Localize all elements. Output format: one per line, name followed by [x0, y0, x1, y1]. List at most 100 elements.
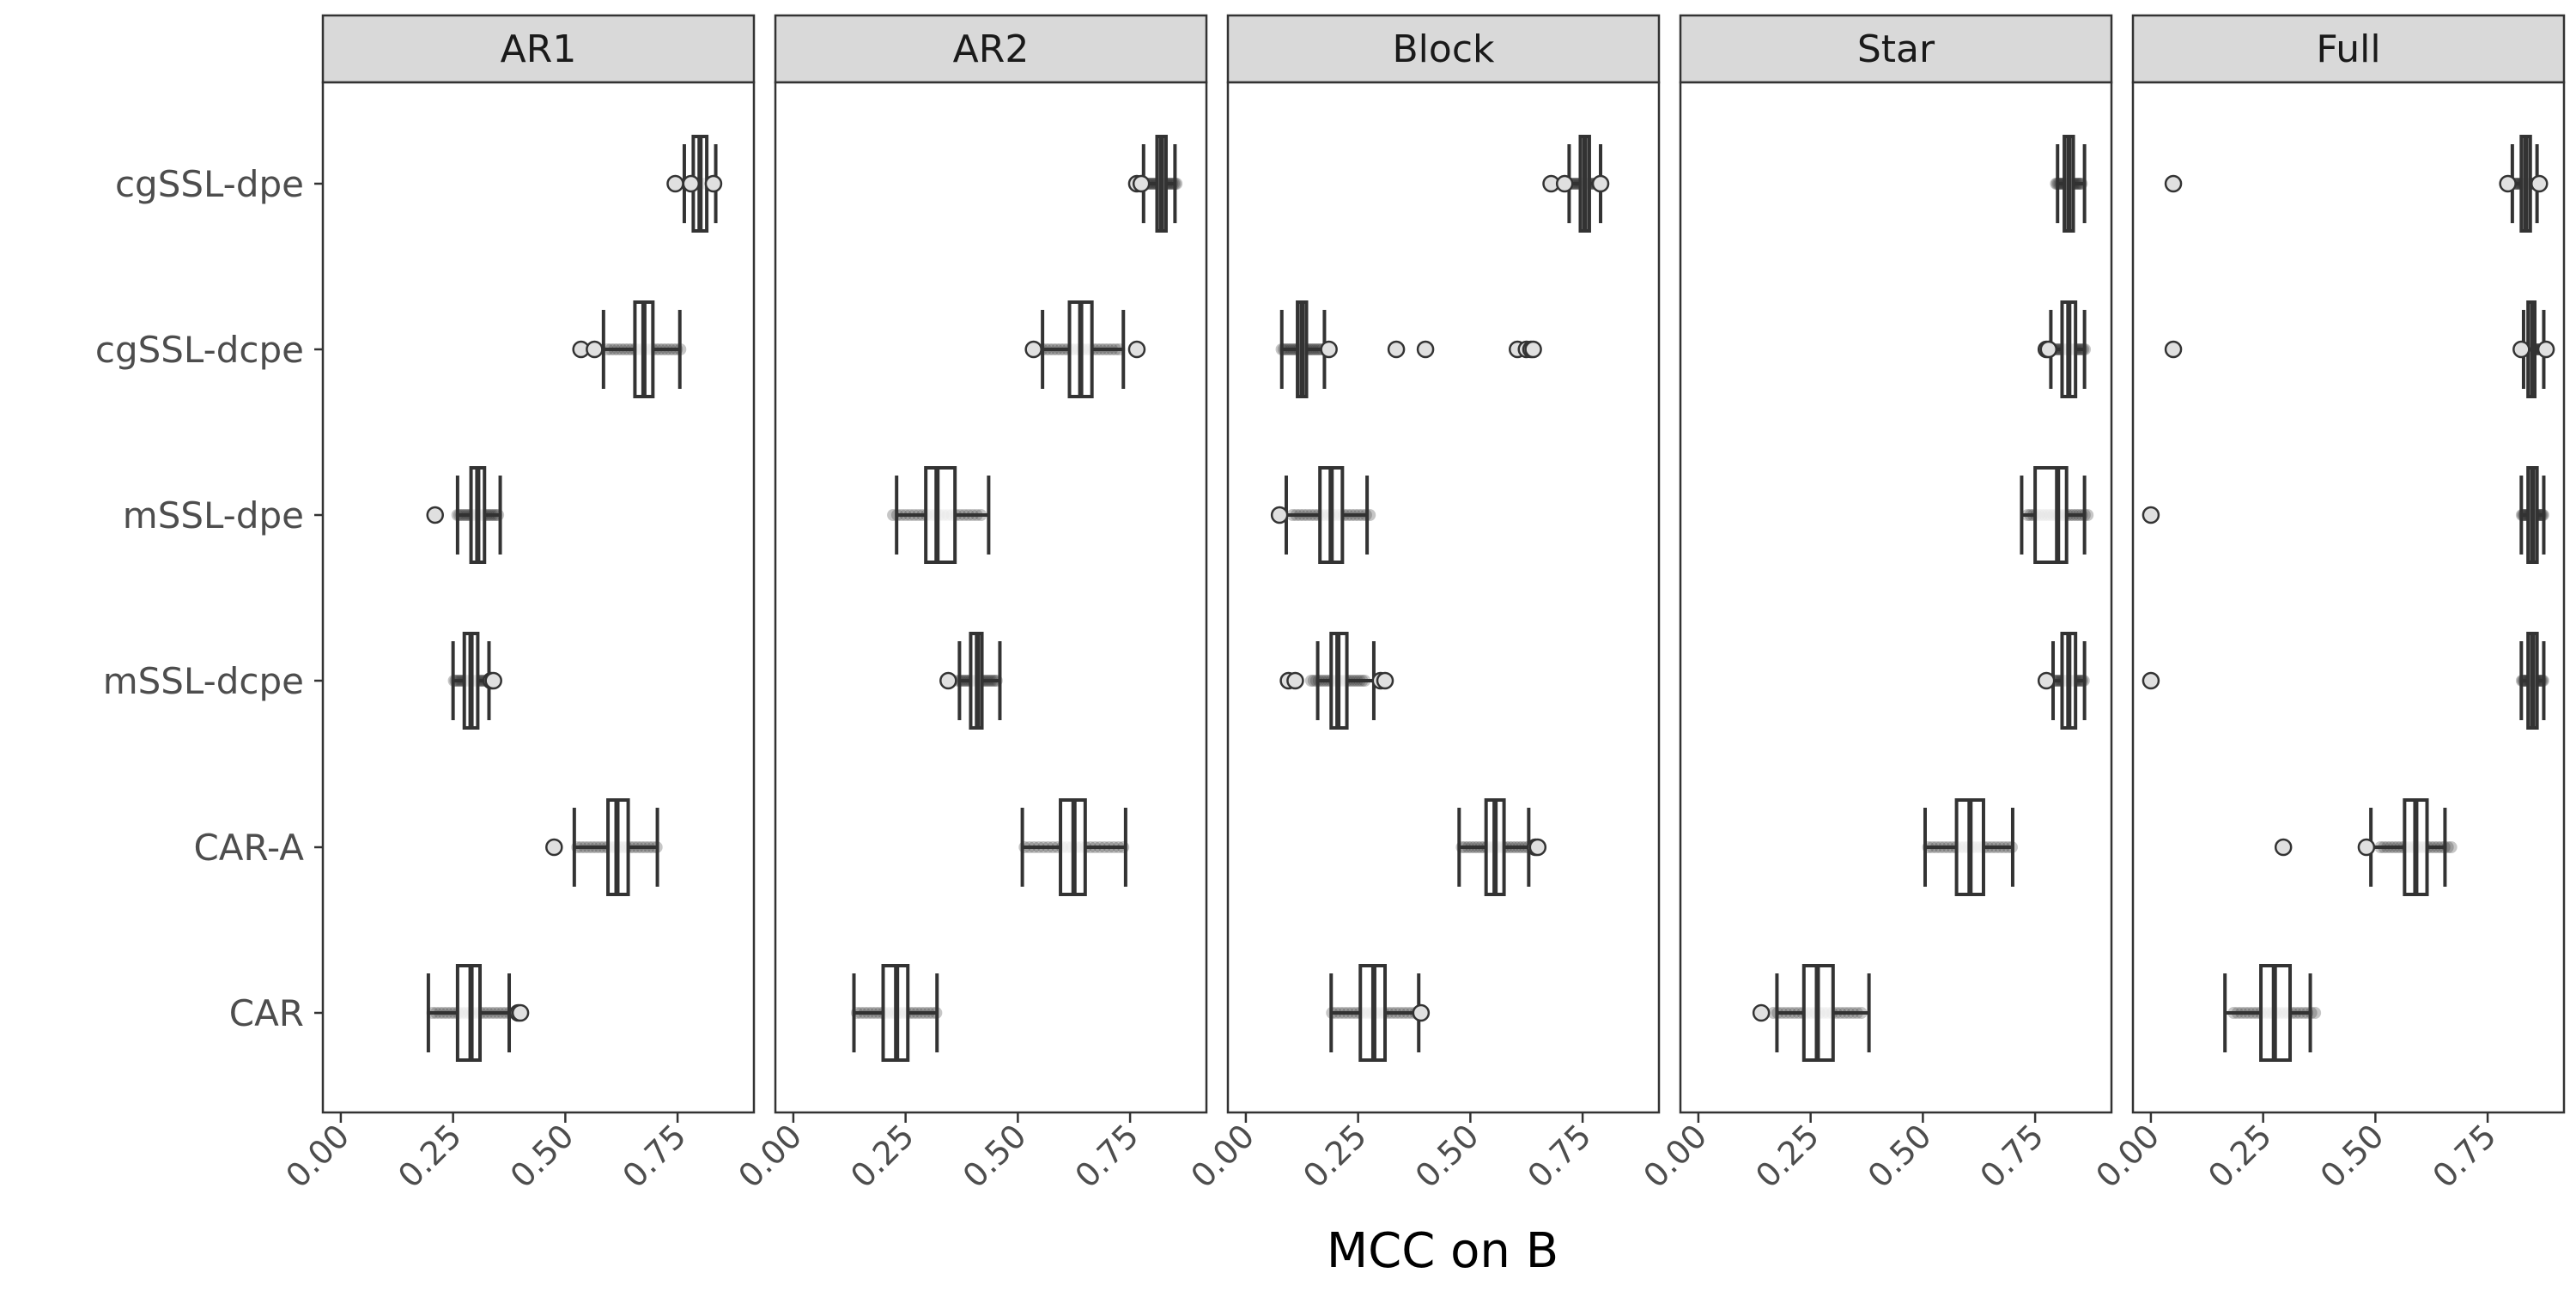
- outlier-point: [1127, 340, 1146, 359]
- data-point: [957, 675, 970, 687]
- data-point: [1304, 509, 1317, 521]
- data-point: [2021, 509, 2034, 521]
- data-point: [1089, 841, 1102, 853]
- data-point: [2428, 841, 2441, 853]
- x-tick-label-block-3: 0.75: [1521, 1117, 1599, 1195]
- data-point: [1310, 343, 1323, 355]
- data-point: [2378, 841, 2391, 853]
- data-point: [590, 841, 603, 853]
- data-point: [1306, 343, 1319, 355]
- box-ar1-mssl-dcpe: [447, 632, 502, 730]
- data-point: [2050, 178, 2063, 190]
- data-point: [1349, 509, 1362, 521]
- data-point: [635, 841, 648, 853]
- data-point: [1308, 343, 1321, 355]
- outlier-point: [1320, 340, 1338, 359]
- outlier-point: [1524, 340, 1542, 359]
- data-point: [1167, 178, 1180, 190]
- data-point: [1297, 509, 1310, 521]
- x-tick-label-star-2: 0.50: [1861, 1117, 1939, 1195]
- data-point: [488, 509, 501, 521]
- box-full-cgssl-dcpe: [2164, 300, 2555, 398]
- outlier-point: [1412, 1003, 1431, 1022]
- data-point: [445, 1007, 458, 1019]
- data-point: [2517, 675, 2530, 687]
- data-point: [495, 1007, 508, 1019]
- data-point: [1058, 343, 1071, 355]
- data-point: [2052, 178, 2065, 190]
- data-point: [956, 675, 969, 687]
- data-point: [1018, 841, 1031, 853]
- data-point: [426, 1007, 439, 1019]
- outlier-point: [2037, 671, 2056, 690]
- box-full-cgssl-dpe: [2164, 135, 2549, 233]
- data-point: [486, 509, 499, 521]
- data-point: [1776, 1007, 1789, 1019]
- data-point: [1047, 343, 1060, 355]
- data-point: [1043, 343, 1056, 355]
- data-point: [1037, 841, 1050, 853]
- data-point: [890, 509, 903, 521]
- data-point: [2381, 841, 2394, 853]
- data-point: [611, 343, 624, 355]
- data-point: [2231, 1007, 2244, 1019]
- data-point: [2431, 841, 2444, 853]
- data-point: [983, 675, 996, 687]
- box-block-car: [1326, 964, 1431, 1062]
- data-point: [2536, 675, 2549, 687]
- data-point: [1338, 1007, 1351, 1019]
- data-point: [966, 509, 979, 521]
- data-point: [911, 1007, 924, 1019]
- data-point: [1792, 1007, 1805, 1019]
- data-point: [1510, 841, 1522, 853]
- data-point: [1397, 1007, 1410, 1019]
- data-point: [1117, 841, 1130, 853]
- data-point: [1050, 343, 1063, 355]
- data-point: [1516, 841, 1528, 853]
- data-point: [2438, 841, 2451, 853]
- data-point: [1169, 178, 1182, 190]
- data-point: [957, 509, 970, 521]
- data-point: [618, 343, 631, 355]
- x-tick-label-ar2-0: 0.00: [731, 1117, 809, 1195]
- facet-strip-ar2: [774, 14, 1208, 84]
- y-axis-labels: cgSSL-dpe cgSSL-dcpe mSSL-dpe mSSL-dcpe CAR-…: [95, 163, 323, 1034]
- facet-label-ar2: AR2: [953, 27, 1030, 71]
- outlier-point: [511, 1003, 530, 1022]
- box-full-car: [2223, 964, 2322, 1062]
- data-point: [1922, 841, 1935, 853]
- data-point: [2374, 841, 2387, 853]
- data-point: [1307, 675, 1320, 687]
- x-tick-label-ar2-1: 0.25: [843, 1117, 921, 1195]
- x-tick-label-ar1-3: 0.75: [616, 1117, 694, 1195]
- data-point: [453, 509, 465, 521]
- panel-frame-star: [1679, 81, 2113, 1114]
- data-point: [908, 509, 920, 521]
- data-point: [1275, 343, 1288, 355]
- data-point: [2537, 675, 2549, 687]
- box-ar2-car-a: [1018, 798, 1130, 896]
- data-point: [1105, 343, 1118, 355]
- data-point: [1084, 841, 1097, 853]
- data-point: [895, 509, 908, 521]
- data-point: [1771, 1007, 1784, 1019]
- data-point: [2073, 178, 2086, 190]
- data-point: [1341, 509, 1354, 521]
- data-point: [962, 509, 975, 521]
- y-tick-label-cgssl-dpe: cgSSL-dpe: [115, 163, 304, 205]
- outlier-point: [2537, 340, 2555, 359]
- data-point: [582, 841, 595, 853]
- x-tick-label-star-1: 0.25: [1748, 1117, 1826, 1195]
- panel-frame-block: [1226, 81, 1661, 1114]
- data-point: [650, 841, 663, 853]
- y-tick-label-car-a: CAR-A: [193, 827, 304, 869]
- data-point: [642, 841, 655, 853]
- data-point: [1293, 509, 1306, 521]
- data-point: [1855, 1007, 1868, 1019]
- data-point: [2075, 509, 2088, 521]
- box-block-cgssl-dpe: [1542, 135, 1610, 233]
- data-point: [492, 509, 505, 521]
- data-point: [647, 841, 659, 853]
- data-point: [1985, 841, 1998, 853]
- data-point: [1364, 509, 1376, 521]
